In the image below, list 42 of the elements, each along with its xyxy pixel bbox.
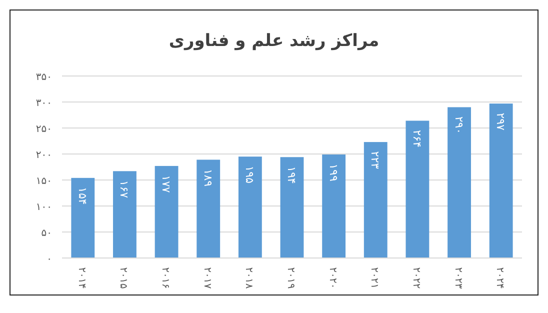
data-label: ۲۶۴ xyxy=(410,130,424,148)
y-tick-label: ۵۰ xyxy=(41,228,52,239)
y-tick-label: ۳۵۰ xyxy=(36,72,52,83)
y-tick-label: ۲۰۰ xyxy=(36,150,52,161)
bar xyxy=(238,156,262,258)
y-tick-label: ۲۵۰ xyxy=(36,124,52,135)
bar xyxy=(364,142,388,258)
data-label: ۱۹۵ xyxy=(243,166,256,184)
data-label: ۱۸۹ xyxy=(201,168,214,187)
data-label: ۲۹۷ xyxy=(494,112,508,131)
x-tick-label: ۲۰۱۴ xyxy=(76,267,87,289)
data-label: ۲۲۳ xyxy=(368,151,382,169)
x-tick-label: ۲۰۱۷ xyxy=(201,267,212,290)
bar xyxy=(113,171,136,258)
bar xyxy=(489,104,513,258)
bar xyxy=(71,178,95,258)
x-tick-label: ۲۰۱۸ xyxy=(243,267,254,290)
x-tick-label: ۲۰۲۲ xyxy=(410,267,422,289)
y-tick-label: ۰ xyxy=(46,254,52,265)
y-tick-label: ۱۰۰ xyxy=(36,202,52,213)
bar xyxy=(406,120,430,258)
x-tick-label: ۲۰۱۹ xyxy=(285,267,296,289)
data-label: ۱۷۷ xyxy=(160,175,173,193)
chart-title: مراکز رشد علم و فناوری xyxy=(168,31,380,51)
bar xyxy=(448,107,471,258)
data-label: ۲۹۰ xyxy=(452,116,466,134)
bar xyxy=(154,166,178,258)
x-tick-label: ۲۰۲۳ xyxy=(452,267,464,290)
x-tick-label: ۲۰۲۴ xyxy=(494,267,506,289)
y-tick-label: ۳۰۰ xyxy=(36,98,52,109)
x-tick-label: ۲۰۱۶ xyxy=(160,267,171,289)
y-tick-label: ۱۵۰ xyxy=(36,176,52,187)
bar xyxy=(280,157,304,258)
bar xyxy=(196,160,220,258)
bar xyxy=(322,154,346,258)
x-tick-label: ۲۰۲۱ xyxy=(368,267,380,289)
data-label: ۱۹۹ xyxy=(326,164,340,182)
data-label: ۱۵۴ xyxy=(76,187,89,205)
x-tick-label: ۲۰۲۰ xyxy=(326,267,338,289)
data-label: ۱۶۷ xyxy=(118,180,131,198)
data-label: ۱۹۴ xyxy=(285,166,298,184)
x-tick-label: ۲۰۱۵ xyxy=(118,267,129,289)
